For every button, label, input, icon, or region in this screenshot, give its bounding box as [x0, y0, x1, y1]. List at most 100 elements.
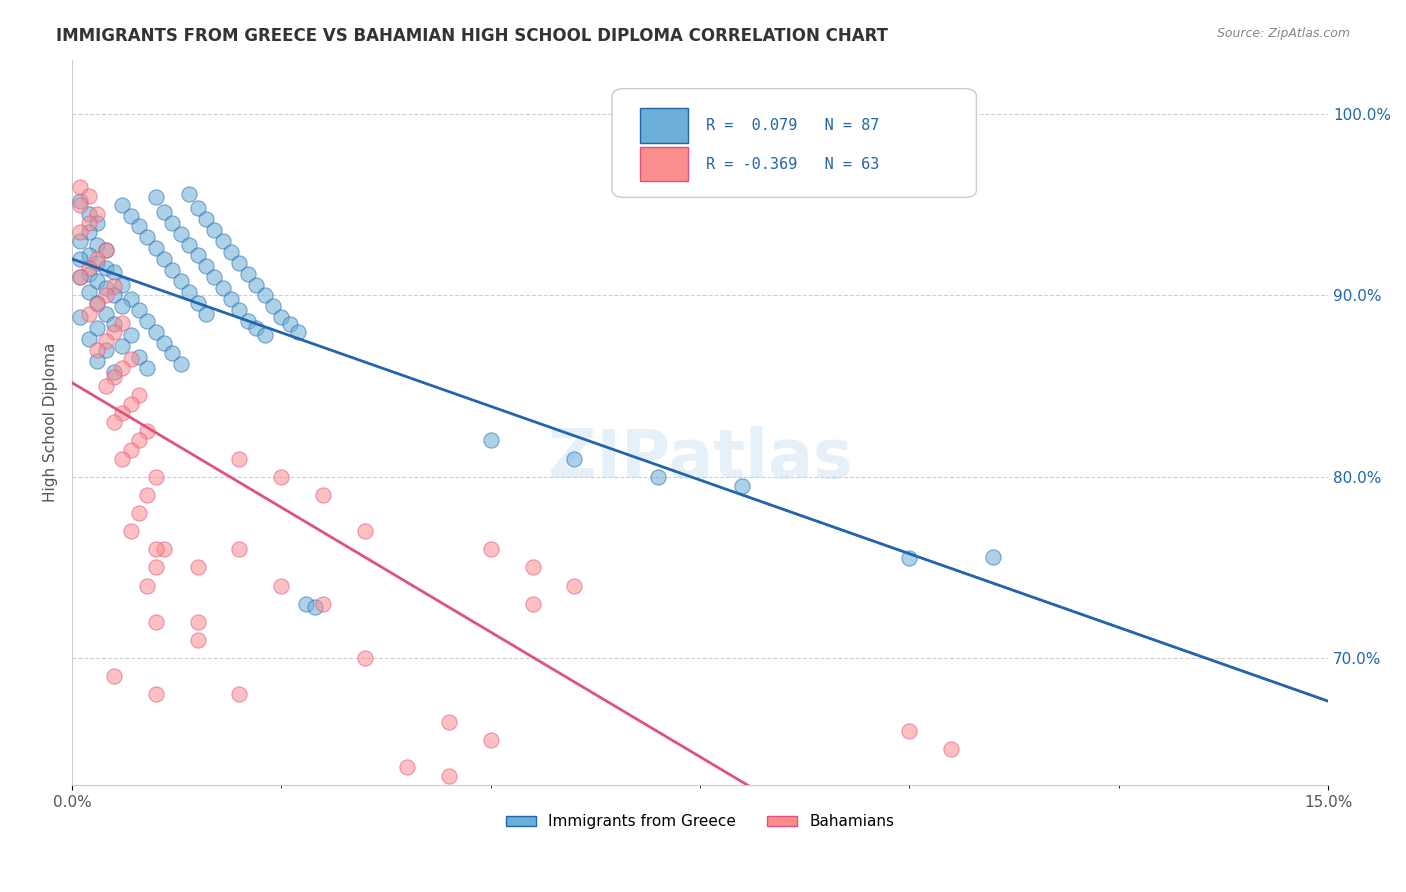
- Point: [69, 194, 91, 208]
- Point: [94, 379, 117, 393]
- Point: [228, 451, 250, 466]
- Point: [153, 252, 176, 266]
- Point: [278, 318, 301, 332]
- Point: [211, 234, 233, 248]
- Point: [94, 343, 117, 357]
- Point: [312, 488, 335, 502]
- Point: [111, 299, 134, 313]
- Text: IMMIGRANTS FROM GREECE VS BAHAMIAN HIGH SCHOOL DIPLOMA CORRELATION CHART: IMMIGRANTS FROM GREECE VS BAHAMIAN HIGH …: [56, 27, 889, 45]
- Point: [253, 328, 276, 343]
- Point: [77, 267, 100, 281]
- Point: [111, 451, 134, 466]
- Text: R = -0.369   N = 63: R = -0.369 N = 63: [706, 157, 880, 171]
- Point: [253, 288, 276, 302]
- Point: [354, 651, 377, 665]
- Point: [145, 560, 167, 574]
- Point: [94, 306, 117, 320]
- Text: Source: ZipAtlas.com: Source: ZipAtlas.com: [1216, 27, 1350, 40]
- Point: [245, 321, 267, 335]
- Point: [179, 285, 201, 299]
- Point: [270, 469, 292, 483]
- Point: [111, 277, 134, 292]
- FancyBboxPatch shape: [640, 146, 688, 181]
- Point: [128, 434, 150, 448]
- Point: [69, 225, 91, 239]
- Point: [522, 597, 544, 611]
- Point: [77, 207, 100, 221]
- Legend: Immigrants from Greece, Bahamians: Immigrants from Greece, Bahamians: [499, 808, 901, 836]
- Point: [86, 216, 108, 230]
- Point: [86, 274, 108, 288]
- Point: [270, 578, 292, 592]
- Point: [94, 243, 117, 257]
- Point: [77, 261, 100, 276]
- Point: [479, 434, 502, 448]
- Point: [86, 297, 108, 311]
- Point: [86, 295, 108, 310]
- Point: [136, 425, 159, 439]
- Point: [395, 760, 418, 774]
- Point: [195, 306, 218, 320]
- Point: [647, 469, 669, 483]
- Point: [103, 265, 125, 279]
- Point: [170, 227, 193, 241]
- Point: [77, 285, 100, 299]
- Point: [103, 318, 125, 332]
- Point: [202, 223, 225, 237]
- Point: [86, 207, 108, 221]
- Point: [103, 279, 125, 293]
- Point: [145, 325, 167, 339]
- Point: [136, 314, 159, 328]
- Point: [304, 600, 326, 615]
- Point: [145, 241, 167, 255]
- Point: [145, 687, 167, 701]
- Text: ZIPatlas: ZIPatlas: [548, 425, 852, 491]
- Point: [103, 370, 125, 384]
- Point: [295, 597, 318, 611]
- Point: [128, 302, 150, 317]
- Point: [437, 714, 460, 729]
- Point: [195, 260, 218, 274]
- Point: [77, 332, 100, 346]
- Point: [120, 351, 142, 366]
- Point: [153, 335, 176, 350]
- Point: [136, 230, 159, 244]
- Point: [136, 578, 159, 592]
- Point: [731, 479, 754, 493]
- Point: [120, 524, 142, 538]
- Point: [136, 360, 159, 375]
- Point: [69, 310, 91, 325]
- Point: [564, 578, 586, 592]
- Point: [479, 732, 502, 747]
- Point: [69, 252, 91, 266]
- Point: [153, 542, 176, 557]
- Point: [77, 216, 100, 230]
- Point: [69, 234, 91, 248]
- Point: [120, 442, 142, 457]
- Point: [111, 406, 134, 420]
- Point: [162, 216, 184, 230]
- Point: [228, 687, 250, 701]
- Point: [103, 669, 125, 683]
- Point: [94, 281, 117, 295]
- Point: [136, 488, 159, 502]
- Point: [128, 350, 150, 364]
- Point: [77, 248, 100, 262]
- Point: [120, 209, 142, 223]
- Point: [120, 292, 142, 306]
- Point: [202, 270, 225, 285]
- Point: [94, 288, 117, 302]
- Point: [312, 597, 335, 611]
- Point: [195, 212, 218, 227]
- Point: [437, 769, 460, 783]
- Point: [111, 339, 134, 353]
- Point: [69, 197, 91, 211]
- Point: [103, 415, 125, 429]
- Point: [111, 316, 134, 330]
- Point: [111, 197, 134, 211]
- Point: [145, 615, 167, 629]
- Text: R =  0.079   N = 87: R = 0.079 N = 87: [706, 118, 880, 133]
- Point: [77, 225, 100, 239]
- Point: [187, 248, 209, 262]
- Point: [145, 469, 167, 483]
